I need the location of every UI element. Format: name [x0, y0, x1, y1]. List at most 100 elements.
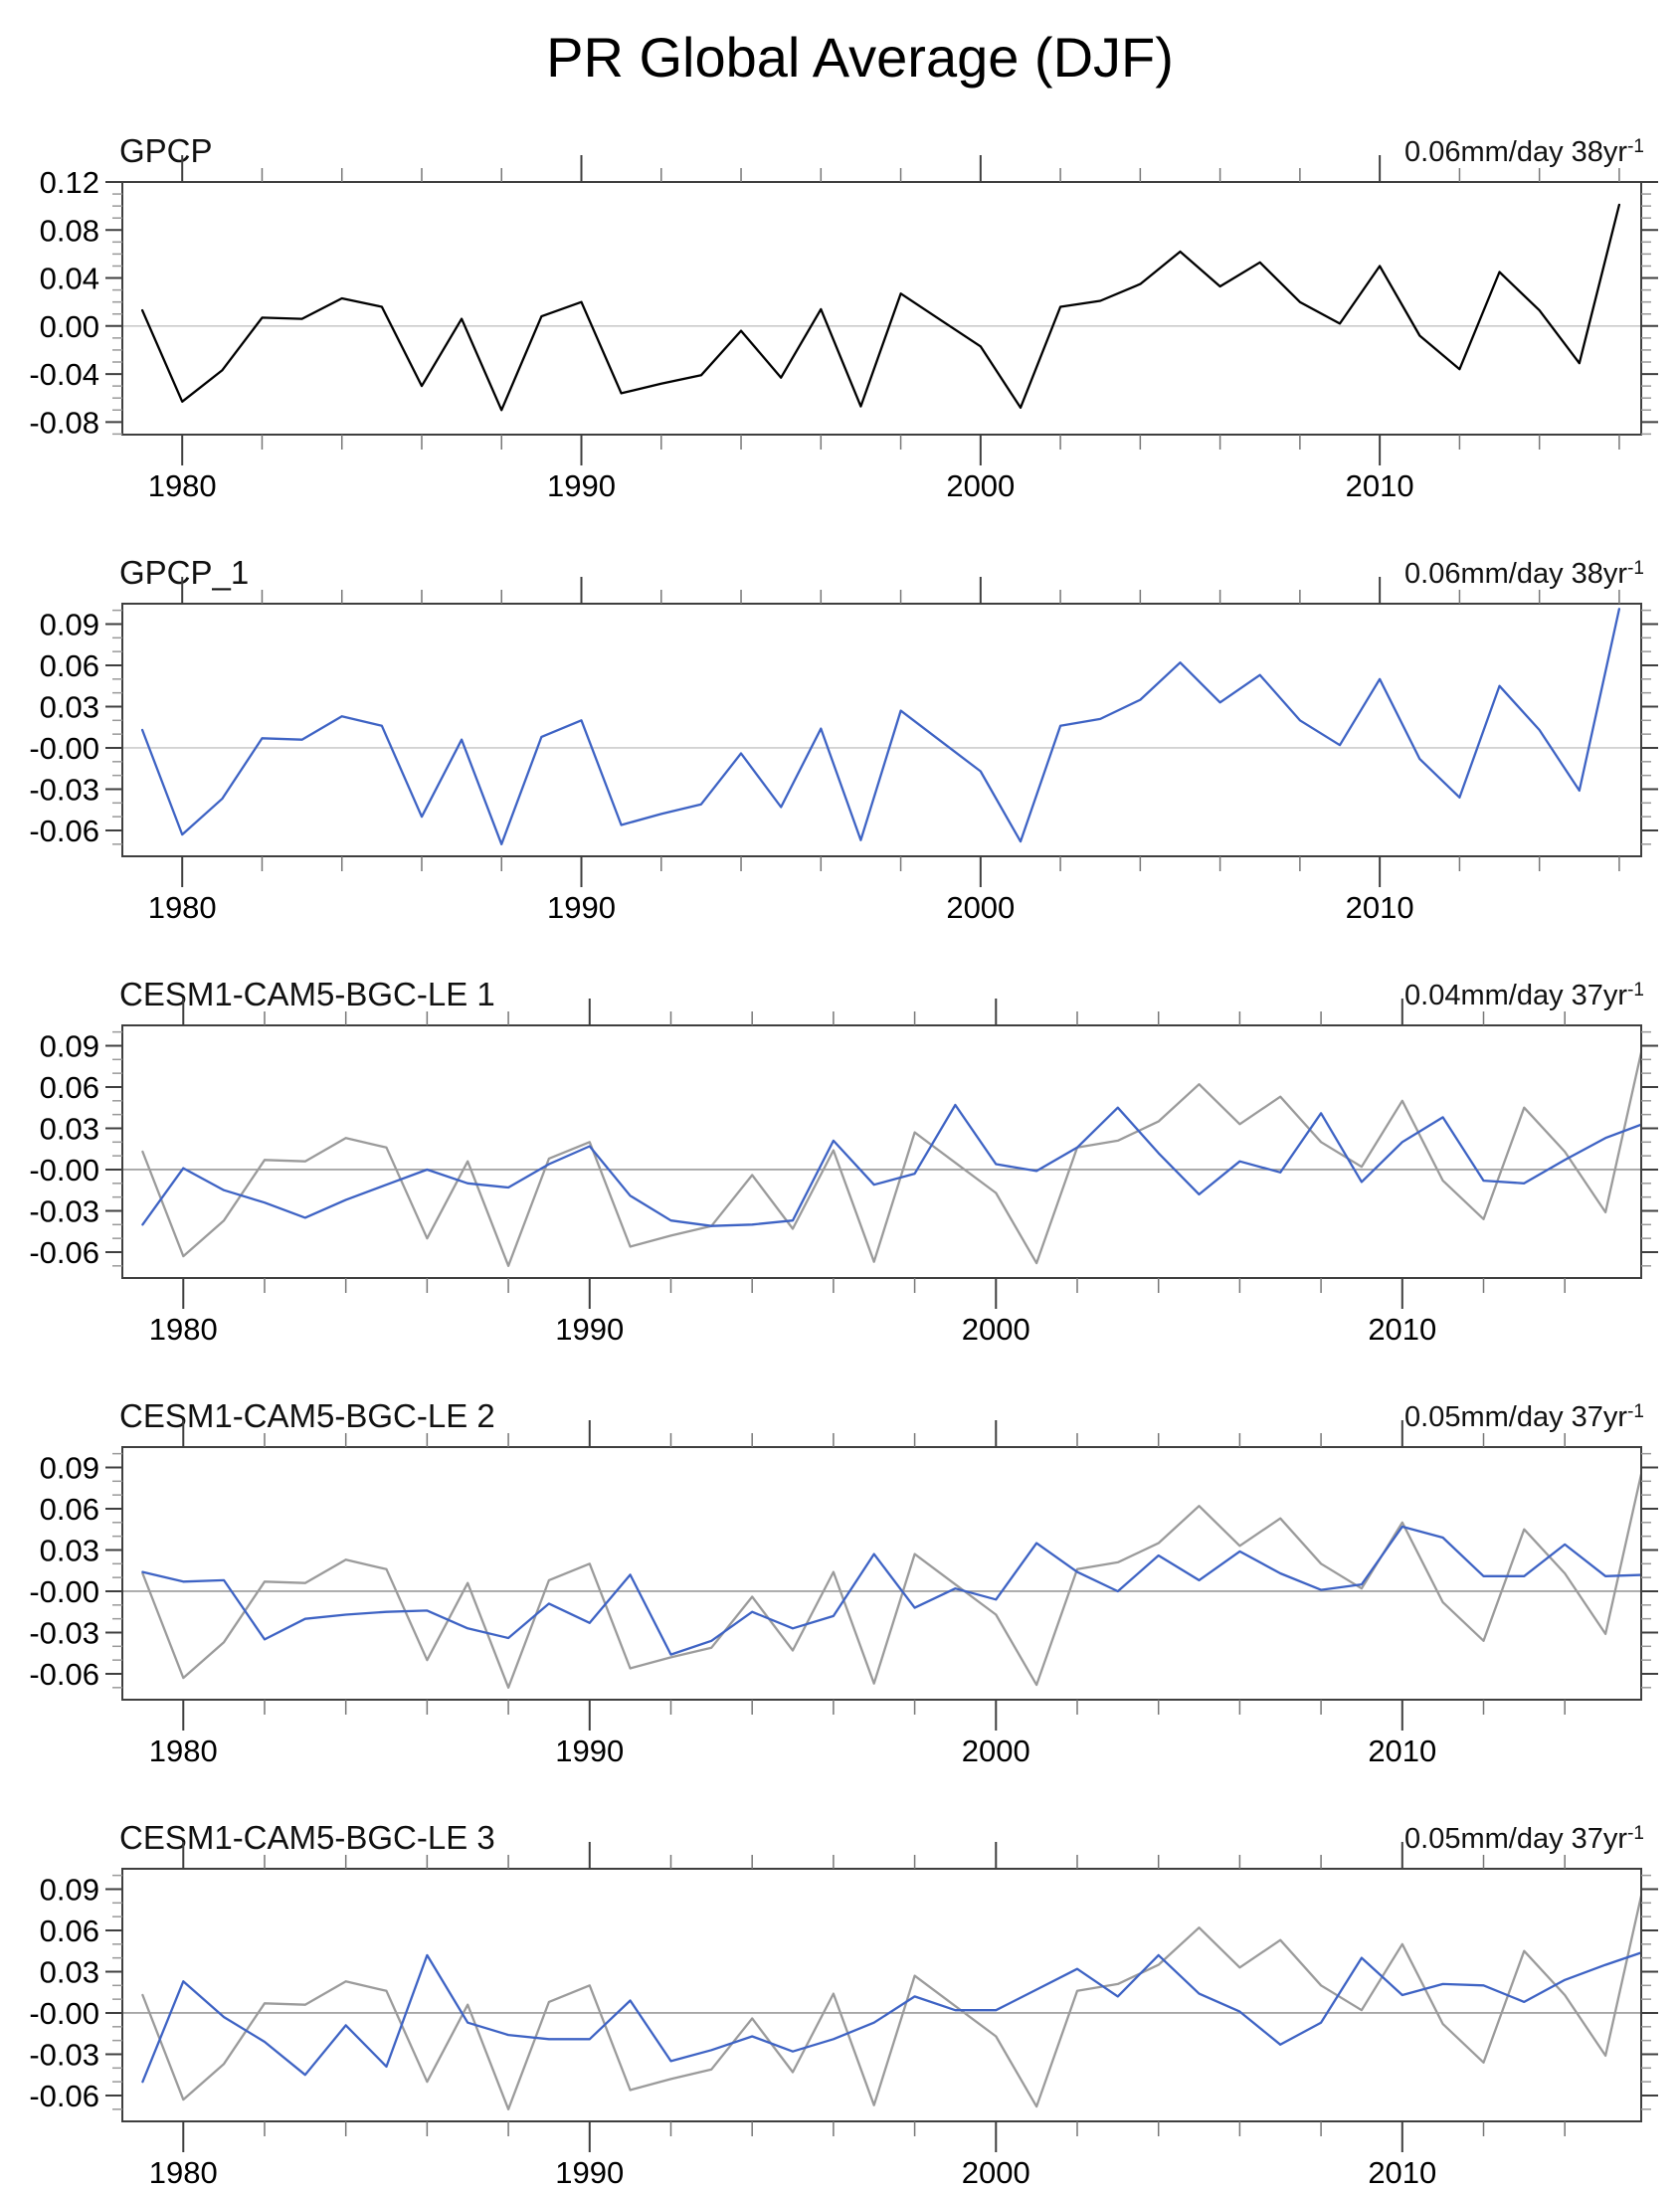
trend-annotation-exponent: -1: [1627, 136, 1644, 157]
y-tick-label: -0.00: [29, 1996, 99, 2031]
panel-gpcp: GPCP 0.06mm/day 38yr-1 0.12 0.08 0.04 0.00 -…: [0, 114, 1680, 536]
panel-cesm1-cam5-bgc-le-1: CESM1-CAM5-BGC-LE 1 0.04mm/day 37yr-1 0.…: [0, 958, 1680, 1379]
y-tick-label: 0.03: [40, 1533, 99, 1567]
panel-header: GPCP 0.06mm/day 38yr-1: [0, 114, 1680, 182]
panel-label: CESM1-CAM5-BGC-LE 3: [119, 1819, 495, 1856]
x-tick-label: 2010: [1346, 890, 1414, 925]
cesm1-le3-chart: 0.09 0.06 0.03 -0.00 -0.03 -0.06 1980 1990 2000 2…: [29, 1842, 1658, 2190]
series-line-gpcp-1: [140, 608, 1621, 845]
series-line-gpcp: [141, 1046, 1641, 1267]
y-tick-label: 0.03: [40, 1954, 99, 1989]
y-tick-label: -0.06: [29, 1235, 99, 1270]
trend-annotation: 0.05mm/day 37yr-1: [1404, 1401, 1644, 1434]
y-tick-label: -0.08: [29, 405, 99, 440]
x-tick-label: 2010: [1368, 1312, 1436, 1347]
panel-header: CESM1-CAM5-BGC-LE 3 0.05mm/day 37yr-1: [0, 1801, 1680, 1869]
series-group: [141, 1890, 1641, 2110]
x-tick-label: 2000: [946, 468, 1015, 503]
trend-annotation-base: 0.06mm/day 38yr: [1404, 136, 1628, 168]
y-tick-label: -0.03: [29, 772, 99, 807]
series-line-cesm1-cam5-bgc-le-3: [141, 1951, 1641, 2084]
x-tick-label: 1990: [547, 468, 616, 503]
y-tick-label: -0.00: [29, 731, 99, 766]
trend-annotation-base: 0.04mm/day 37yr: [1404, 980, 1628, 1011]
trend-annotation-exponent: -1: [1627, 1401, 1644, 1422]
figure-title: PR Global Average (DJF): [546, 26, 1174, 89]
series-line-gpcp: [140, 203, 1621, 412]
panel-label: CESM1-CAM5-BGC-LE 2: [119, 1397, 495, 1434]
x-tick-label: 2010: [1368, 2155, 1436, 2190]
y-tick-label: 0.06: [40, 1914, 99, 1948]
x-tick-label: 1980: [149, 2155, 218, 2190]
y-tick-label: 0.06: [40, 648, 99, 683]
trend-annotation-exponent: -1: [1627, 980, 1644, 1001]
x-tick-label: 2000: [962, 1312, 1030, 1347]
plot-frame: [121, 1868, 1642, 2122]
x-tick-label: 1990: [555, 2155, 624, 2190]
gpcp-1-chart: 0.09 0.06 0.03 -0.00 -0.03 -0.06 1980 1990 2000 2…: [29, 577, 1658, 925]
x-tick-label: 2000: [962, 2155, 1030, 2190]
y-tick-label: 0.00: [40, 309, 99, 344]
x-tick-label: 2000: [962, 1734, 1030, 1768]
y-tick-label: 0.03: [40, 1111, 99, 1146]
panel-cesm1-cam5-bgc-le-2: CESM1-CAM5-BGC-LE 2 0.05mm/day 37yr-1 0.…: [0, 1379, 1680, 1801]
trend-annotation: 0.04mm/day 37yr-1: [1404, 980, 1644, 1012]
panel-header: CESM1-CAM5-BGC-LE 1 0.04mm/day 37yr-1: [0, 958, 1680, 1025]
y-tick-label: 0.06: [40, 1070, 99, 1105]
y-tick-label: -0.03: [29, 1615, 99, 1650]
cesm1-le2-chart: 0.09 0.06 0.03 -0.00 -0.03 -0.06 1980 1990 2000 2…: [29, 1420, 1658, 1768]
gpcp-chart: 0.12 0.08 0.04 0.00 -0.04 -0.08 1980 1990 2000 20…: [29, 155, 1658, 503]
y-tick-label: -0.00: [29, 1153, 99, 1187]
y-tick-label: 0.08: [40, 213, 99, 248]
trend-annotation: 0.06mm/day 38yr-1: [1404, 136, 1644, 169]
x-tick-label: 1980: [149, 1312, 218, 1347]
trend-annotation: 0.05mm/day 37yr-1: [1404, 1823, 1644, 1856]
y-tick-label: 0.09: [40, 607, 99, 641]
panel-header: CESM1-CAM5-BGC-LE 2 0.05mm/day 37yr-1: [0, 1379, 1680, 1447]
y-tick-label: 0.06: [40, 1492, 99, 1527]
x-tick-label: 1980: [148, 468, 217, 503]
panel-header: GPCP_1 0.06mm/day 38yr-1: [0, 536, 1680, 604]
y-tick-label: -0.06: [29, 2079, 99, 2113]
plot-frame: [121, 1446, 1642, 1701]
trend-annotation-base: 0.05mm/day 37yr: [1404, 1401, 1628, 1433]
panel-cesm1-cam5-bgc-le-3: CESM1-CAM5-BGC-LE 3 0.05mm/day 37yr-1 0.…: [0, 1801, 1680, 2190]
series-line-gpcp: [141, 1890, 1641, 2110]
y-tick-label: 0.09: [40, 1450, 99, 1485]
y-tick-label: 0.09: [40, 1872, 99, 1907]
panel-label: GPCP: [119, 132, 213, 169]
trend-annotation-exponent: -1: [1627, 558, 1644, 579]
y-tick-label: -0.06: [29, 814, 99, 848]
plot-frame: [121, 603, 1642, 857]
panel-gpcp-1: GPCP_1 0.06mm/day 38yr-1 0.09 0.06 0.03 -0.…: [0, 536, 1680, 958]
series-line-cesm1-cam5-bgc-le-2: [141, 1525, 1641, 1656]
panel-label: GPCP_1: [119, 554, 250, 591]
series-group: [140, 203, 1621, 412]
x-tick-label: 2010: [1346, 468, 1414, 503]
x-tick-label: 2010: [1368, 1734, 1436, 1768]
plot-frame: [121, 1024, 1642, 1279]
x-tick-label: 2000: [946, 890, 1015, 925]
y-tick-label: -0.06: [29, 1657, 99, 1692]
x-tick-label: 1990: [555, 1734, 624, 1768]
x-tick-label: 1980: [149, 1734, 218, 1768]
trend-annotation-base: 0.05mm/day 37yr: [1404, 1823, 1628, 1855]
x-tick-label: 1990: [555, 1312, 624, 1347]
y-tick-label: 0.09: [40, 1028, 99, 1063]
panel-label: CESM1-CAM5-BGC-LE 1: [119, 976, 495, 1012]
y-tick-label: -0.04: [29, 357, 99, 392]
y-tick-label: 0.04: [40, 262, 99, 296]
y-tick-label: 0.03: [40, 689, 99, 724]
trend-annotation: 0.06mm/day 38yr-1: [1404, 558, 1644, 591]
y-tick-label: -0.03: [29, 1193, 99, 1228]
y-tick-label: -0.03: [29, 2037, 99, 2072]
series-line-gpcp: [141, 1468, 1641, 1689]
y-tick-label: -0.00: [29, 1574, 99, 1609]
series-group: [140, 608, 1621, 845]
x-tick-label: 1990: [547, 890, 616, 925]
y-tick-label: 0.12: [40, 165, 99, 200]
trend-annotation-exponent: -1: [1627, 1823, 1644, 1844]
trend-annotation-base: 0.06mm/day 38yr: [1404, 558, 1628, 590]
x-tick-label: 1980: [148, 890, 217, 925]
